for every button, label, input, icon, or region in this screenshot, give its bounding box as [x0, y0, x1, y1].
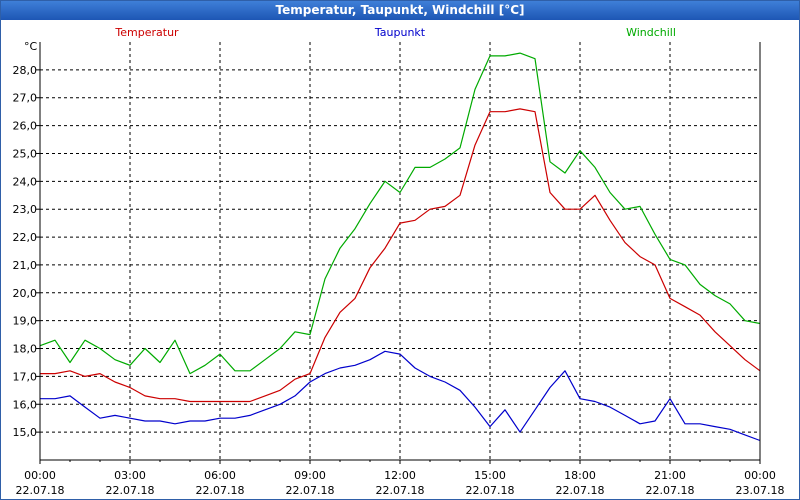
- x-tick-time-label: 09:00: [294, 469, 326, 482]
- legend-taupunkt: Taupunkt: [374, 26, 426, 39]
- y-tick-label: 28,0: [13, 64, 38, 77]
- x-tick-date-label: 22.07.18: [646, 484, 695, 497]
- x-tick-date-label: 22.07.18: [376, 484, 425, 497]
- y-tick-label: 26,0: [13, 120, 38, 133]
- y-tick-label: 24,0: [13, 175, 38, 188]
- grid: [40, 42, 760, 460]
- x-tick-date-label: 23.07.18: [736, 484, 785, 497]
- series-line-windchill: [39, 52, 761, 375]
- y-tick-label: 16,0: [13, 398, 38, 411]
- y-tick-label: 25,0: [13, 147, 38, 160]
- y-tick-label: 19,0: [13, 315, 38, 328]
- x-tick-time-label: 12:00: [384, 469, 416, 482]
- y-axis-unit-label: °C: [24, 40, 38, 53]
- x-tick-time-label: 21:00: [654, 469, 686, 482]
- x-tick-time-label: 15:00: [474, 469, 506, 482]
- y-tick-label: 15,0: [13, 426, 38, 439]
- series-line-taupunkt: [40, 350, 761, 442]
- y-tick-label: 17,0: [13, 370, 38, 383]
- x-tick-time-label: 03:00: [114, 469, 146, 482]
- x-tick-date-label: 22.07.18: [556, 484, 605, 497]
- x-axis-ticks: 00:00 22.07.18 03:00 22.07.18 06:00 22.07.18 0…: [16, 460, 785, 497]
- series-line-temperatur: [40, 108, 761, 403]
- legend-temperatur: Temperatur: [114, 26, 179, 39]
- x-tick-time-label: 06:00: [204, 469, 236, 482]
- y-tick-label: 21,0: [13, 259, 38, 272]
- window-title: Temperatur, Taupunkt, Windchill [°C]: [1, 1, 799, 20]
- x-tick-date-label: 22.07.18: [196, 484, 245, 497]
- y-tick-label: 23,0: [13, 203, 38, 216]
- x-tick-date-label: 22.07.18: [286, 484, 335, 497]
- y-tick-label: 27,0: [13, 92, 38, 105]
- x-tick-date-label: 22.07.18: [466, 484, 515, 497]
- y-tick-label: 20,0: [13, 287, 38, 300]
- x-tick-time-label: 18:00: [564, 469, 596, 482]
- x-tick-time-label: 00:00: [24, 469, 56, 482]
- x-tick-date-label: 22.07.18: [16, 484, 65, 497]
- y-tick-label: 18,0: [13, 343, 38, 356]
- x-tick-date-label: 22.07.18: [106, 484, 155, 497]
- x-tick-time-label: 00:00: [744, 469, 776, 482]
- y-tick-label: 22,0: [13, 231, 38, 244]
- legend-windchill: Windchill: [626, 26, 676, 39]
- series-lines: [39, 52, 761, 442]
- y-axis-ticks: 15,0 16,0 17,0 18,0 19,0 20,0 21,0 22,0 23,0 24,0…: [13, 64, 40, 439]
